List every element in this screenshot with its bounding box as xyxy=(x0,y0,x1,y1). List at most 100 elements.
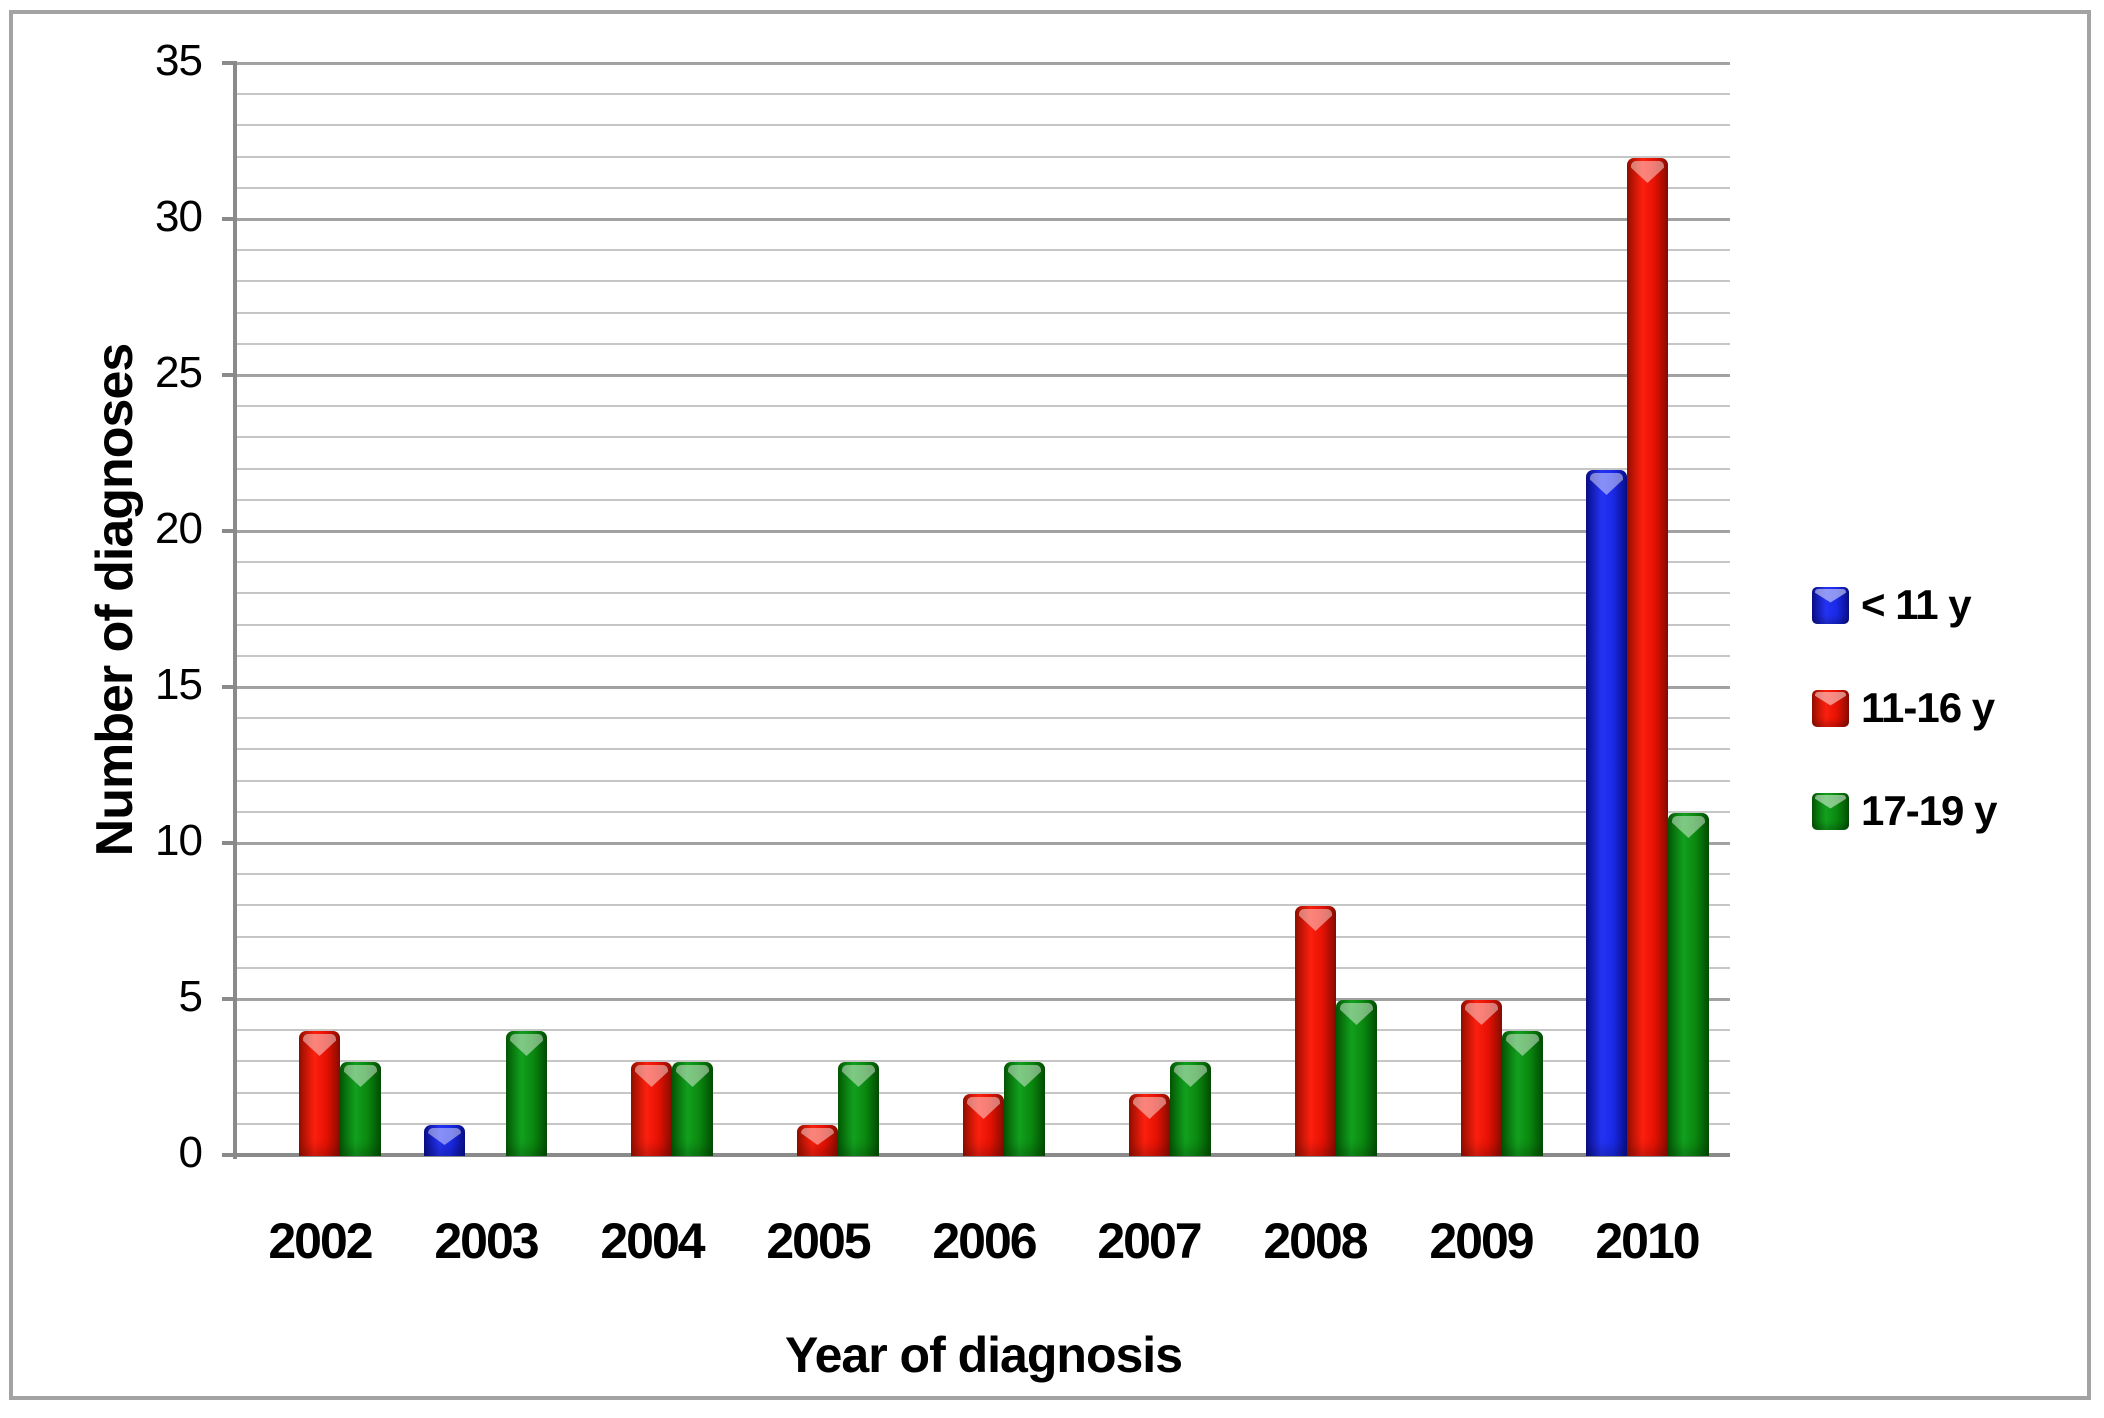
bar-11-16y-2006 xyxy=(963,1094,1004,1156)
gridline-minor xyxy=(237,904,1730,906)
bar-11-16y-2008 xyxy=(1295,906,1336,1156)
y-tick-mark xyxy=(222,841,237,845)
bar-17-19y-2010 xyxy=(1668,813,1709,1156)
gridline-minor xyxy=(237,717,1730,719)
x-tick-label-2007: 2007 xyxy=(1097,1213,1202,1269)
legend-label: < 11 y xyxy=(1861,581,1972,628)
gridline-minor xyxy=(237,468,1730,470)
legend-item: < 11 y xyxy=(1812,581,1996,628)
bar-gloss-highlight xyxy=(303,1034,336,1056)
bar-gloss-highlight xyxy=(1340,1003,1373,1025)
gridline-major xyxy=(237,842,1730,845)
x-tick-label-2003: 2003 xyxy=(434,1213,539,1269)
bar-gloss-highlight xyxy=(1299,909,1332,931)
bar-11-16y-2002 xyxy=(299,1031,340,1156)
legend-label: 17-19 y xyxy=(1861,787,1997,834)
bar-gloss-highlight xyxy=(635,1065,668,1087)
bar-gloss-highlight xyxy=(1465,1003,1498,1025)
y-tick-mark xyxy=(222,61,237,65)
y-tick-mark xyxy=(222,217,237,221)
bar-gloss-highlight xyxy=(1506,1034,1539,1056)
bar-17-19y-2006 xyxy=(1004,1062,1045,1156)
bar-11-16y-2007 xyxy=(1129,1094,1170,1156)
x-tick-label-2002: 2002 xyxy=(268,1213,373,1269)
bar-gloss-highlight xyxy=(801,1128,834,1145)
bar-17-19y-2004 xyxy=(672,1062,713,1156)
bar-gloss-highlight xyxy=(1631,161,1664,183)
gridline-minor xyxy=(237,624,1730,626)
legend-swatch-gloss xyxy=(1815,588,1846,603)
y-tick-label: 25 xyxy=(155,348,203,397)
chart-outer-border xyxy=(9,10,2091,1400)
x-axis-title: Year of diagnosis xyxy=(784,1327,1183,1383)
y-tick-label: 5 xyxy=(178,972,203,1021)
y-tick-mark xyxy=(222,529,237,533)
bar-17-19y-2003 xyxy=(506,1031,547,1156)
x-tick-label-2008: 2008 xyxy=(1263,1213,1368,1269)
bar-gloss-highlight xyxy=(1590,473,1623,495)
gridline-minor xyxy=(237,655,1730,657)
y-axis-line xyxy=(233,61,237,1159)
x-tick-label-2005: 2005 xyxy=(766,1213,871,1269)
bar-11-16y-2010 xyxy=(1627,158,1668,1156)
bar-17-19y-2002 xyxy=(340,1062,381,1156)
bar-gloss-highlight xyxy=(842,1065,875,1087)
y-tick-mark xyxy=(222,997,237,1001)
bar-17-19y-2005 xyxy=(838,1062,879,1156)
y-axis-title: Number of diagnoses xyxy=(86,343,144,857)
gridline-minor xyxy=(237,561,1730,563)
gridline-minor xyxy=(237,156,1730,158)
legend-swatch-gloss xyxy=(1815,794,1846,809)
x-tick-label-2006: 2006 xyxy=(932,1213,1037,1269)
gridline-minor xyxy=(237,499,1730,501)
bar-gloss-highlight xyxy=(344,1065,377,1087)
gridline-minor xyxy=(237,967,1730,969)
y-tick-label: 20 xyxy=(155,504,203,553)
gridline-minor xyxy=(237,312,1730,314)
gridline-major xyxy=(237,686,1730,689)
bar-gloss-highlight xyxy=(428,1128,461,1145)
gridline-minor xyxy=(237,748,1730,750)
gridline-minor xyxy=(237,1092,1730,1094)
gridline-minor xyxy=(237,280,1730,282)
gridline-minor xyxy=(237,592,1730,594)
legend-item: 17-19 y xyxy=(1812,787,1997,834)
gridline-minor xyxy=(237,187,1730,189)
bar-11-16y-2009 xyxy=(1461,1000,1502,1156)
legend-swatch xyxy=(1812,792,1849,830)
gridline-minor xyxy=(237,873,1730,875)
gridline-major xyxy=(237,998,1730,1001)
gridline-minor xyxy=(237,780,1730,782)
bar-gloss-highlight xyxy=(1174,1065,1207,1087)
gridline-minor xyxy=(237,936,1730,938)
gridline-major xyxy=(237,530,1730,533)
gridline-minor xyxy=(237,249,1730,251)
legend-swatch-gloss xyxy=(1815,691,1846,706)
y-tick-label: 10 xyxy=(155,816,203,865)
gridline-minor xyxy=(237,124,1730,126)
bar-11y-2003 xyxy=(424,1125,465,1156)
bar-11-16y-2004 xyxy=(631,1062,672,1156)
bar-17-19y-2007 xyxy=(1170,1062,1211,1156)
gridline-major xyxy=(237,218,1730,221)
gridline-minor xyxy=(237,343,1730,345)
bar-gloss-highlight xyxy=(967,1097,1000,1119)
y-tick-label: 0 xyxy=(178,1128,203,1177)
bar-11y-2010 xyxy=(1586,470,1627,1156)
x-tick-label-2009: 2009 xyxy=(1429,1213,1534,1269)
legend-label: 11-16 y xyxy=(1861,684,1995,731)
legend: < 11 y 11-16 y 17-19 y xyxy=(1812,581,1997,895)
gridline-major xyxy=(237,62,1730,65)
gridline-minor xyxy=(237,811,1730,813)
y-tick-mark xyxy=(222,685,237,689)
bar-gloss-highlight xyxy=(1672,816,1705,838)
gridline-minor xyxy=(237,1060,1730,1062)
y-tick-mark xyxy=(222,1153,237,1157)
legend-swatch xyxy=(1812,586,1849,624)
x-tick-label-2004: 2004 xyxy=(600,1213,705,1269)
gridline-minor xyxy=(237,93,1730,95)
legend-swatch xyxy=(1812,689,1849,727)
x-tick-label-2010: 2010 xyxy=(1595,1213,1700,1269)
gridline-minor xyxy=(237,436,1730,438)
